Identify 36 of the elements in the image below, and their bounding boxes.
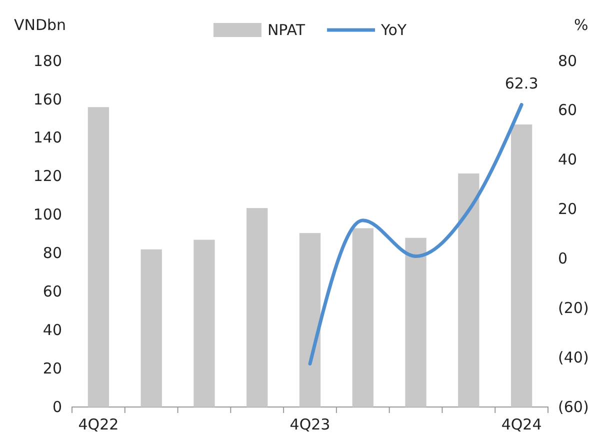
- y2-tick-label: (60): [558, 398, 589, 416]
- y2-tick-label: 20: [558, 200, 578, 218]
- y2-tick-label: 0: [558, 250, 568, 268]
- bar: [458, 173, 480, 407]
- x-tick-label: 4Q24: [501, 416, 542, 434]
- y2-tick-label: 60: [558, 101, 578, 120]
- bar: [299, 233, 321, 407]
- data-label: 62.3: [504, 74, 538, 93]
- y2-tick-label: 80: [558, 52, 578, 70]
- y2-tick-label: (40): [558, 348, 589, 366]
- y-tick-label: 140: [33, 128, 62, 147]
- bar: [510, 124, 532, 407]
- y2-tick-label: 40: [558, 150, 578, 169]
- y-tick-label: 120: [33, 167, 62, 186]
- bar: [352, 228, 374, 407]
- y2-tick-label: (20): [558, 298, 589, 317]
- legend-label: NPAT: [267, 21, 306, 39]
- bar: [88, 107, 110, 407]
- y-tick-label: 20: [42, 359, 62, 378]
- y-tick-label: 60: [42, 282, 62, 300]
- x-tick-label: 4Q22: [78, 416, 119, 434]
- bar: [140, 249, 162, 407]
- y2-axis-title: %: [574, 16, 588, 34]
- y-axis-title: VNDbn: [14, 16, 66, 34]
- legend-label: YoY: [380, 21, 408, 39]
- bar: [194, 240, 215, 407]
- line-series: [308, 102, 524, 366]
- y-tick-label: 180: [33, 52, 62, 70]
- y-tick-label: 100: [33, 206, 62, 224]
- y-tick-label: 0: [52, 398, 62, 416]
- bar: [405, 238, 426, 407]
- y-tick-label: 160: [33, 90, 62, 108]
- bar: [246, 208, 268, 407]
- y-tick-label: 40: [42, 320, 62, 339]
- x-tick-label: 4Q23: [290, 416, 330, 434]
- y-tick-label: 80: [42, 244, 62, 262]
